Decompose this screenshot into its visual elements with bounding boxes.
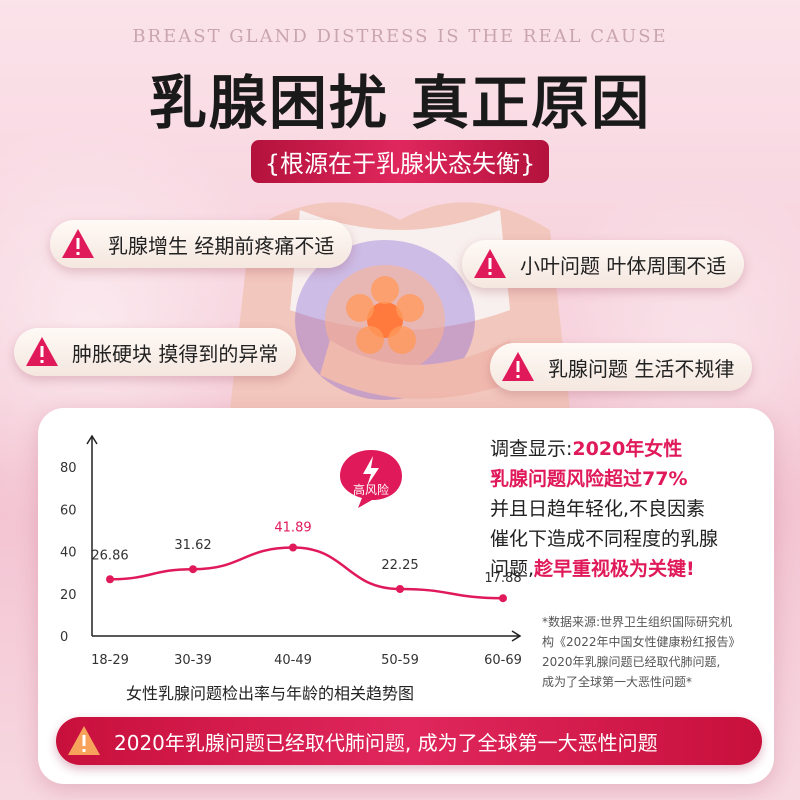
symptom-text: 乳腺问题 生活不规律 <box>548 356 735 381</box>
note-line: 构《2022年中国女性健康粉红报告》 <box>542 635 741 649</box>
symptom-pill: 乳腺问题 生活不规律 <box>490 343 753 391</box>
symptom-text: 小叶问题 叶体周围不适 <box>520 253 727 278</box>
survey-text: 调查显示:2020年女性 乳腺问题风险超过77% 并且日趋年轻化,不良因素 催化… <box>490 434 790 584</box>
survey-highlight: 乳腺问题风险超过77% <box>490 468 688 490</box>
note-line: 成为了全球第一大恶性问题* <box>542 675 693 689</box>
survey-line: 并且日趋年轻化,不良因素 <box>490 498 706 520</box>
lightning-icon <box>363 456 379 486</box>
subtitle-banner: {根源在于乳腺状态失衡} <box>250 140 550 183</box>
survey-line: 问题, <box>490 558 535 580</box>
badge-text: 高风险 <box>353 482 389 497</box>
data-point <box>189 565 197 574</box>
data-label: 26.86 <box>91 548 128 563</box>
warning-icon <box>472 247 508 281</box>
survey-highlight: 趁早重视极为关键! <box>534 558 695 580</box>
y-tick-label: 0 <box>60 630 68 645</box>
chart-title: 女性乳腺问题检出率与年龄的相关趋势图 <box>126 684 415 703</box>
y-tick-label: 80 <box>60 461 77 476</box>
y-tick-label: 20 <box>60 588 77 603</box>
symptom-text: 乳腺增生 经期前疼痛不适 <box>108 233 335 258</box>
survey-highlight: 2020年女性 <box>572 438 683 460</box>
footer-text: 2020年乳腺问题已经取代肺问题, 成为了全球第一大恶性问题 <box>114 730 658 755</box>
symptom-pill: 肿胀硬块 摸得到的异常 <box>14 328 297 376</box>
series-line <box>109 546 504 600</box>
warning-icon <box>24 335 60 369</box>
warning-icon <box>500 350 536 384</box>
warning-icon <box>66 724 102 758</box>
data-label: 17.88 <box>484 571 521 586</box>
data-label: 31.62 <box>174 538 211 553</box>
symptom-pill: 乳腺增生 经期前疼痛不适 <box>50 220 353 268</box>
warning-icon <box>60 227 96 261</box>
data-point <box>289 543 297 552</box>
survey-prefix: 调查显示: <box>490 438 573 460</box>
y-axis-arrow <box>86 434 98 445</box>
symptom-text: 肿胀硬块 摸得到的异常 <box>72 341 279 366</box>
x-tick-label: 50-59 <box>381 653 419 668</box>
source-note: *数据来源:世界卫生组织国际研究机 构《2022年中国女性健康粉红报告》 202… <box>542 612 792 692</box>
symptom-pill: 小叶问题 叶体周围不适 <box>462 240 745 288</box>
x-tick-label: 60-69 <box>484 653 522 668</box>
y-tick-label: 40 <box>60 546 77 561</box>
y-tick-label: 60 <box>60 503 77 518</box>
data-label: 22.25 <box>381 558 418 573</box>
page-title: 乳腺困扰 真正原因 <box>148 69 652 137</box>
high-risk-badge: 高风险 <box>336 446 406 510</box>
english-title: BREAST GLAND DISTRESS IS THE REAL CAUSE <box>132 26 668 47</box>
footer-banner: 2020年乳腺问题已经取代肺问题, 成为了全球第一大恶性问题 <box>56 717 762 765</box>
x-tick-label: 40-49 <box>274 653 312 668</box>
x-axis-arrow <box>511 630 522 642</box>
x-tick-label: 18-29 <box>91 653 129 668</box>
note-line: *数据来源:世界卫生组织国际研究机 <box>542 615 733 629</box>
data-label: 41.89 <box>274 521 311 536</box>
x-tick-label: 30-39 <box>174 653 212 668</box>
note-line: 2020年乳腺问题已经取代肺问题, <box>542 655 721 669</box>
data-point <box>396 584 404 593</box>
data-point <box>106 575 114 584</box>
survey-line: 催化下造成不同程度的乳腺 <box>490 528 719 550</box>
data-point <box>499 594 507 603</box>
flower-glow-icon <box>346 276 424 354</box>
